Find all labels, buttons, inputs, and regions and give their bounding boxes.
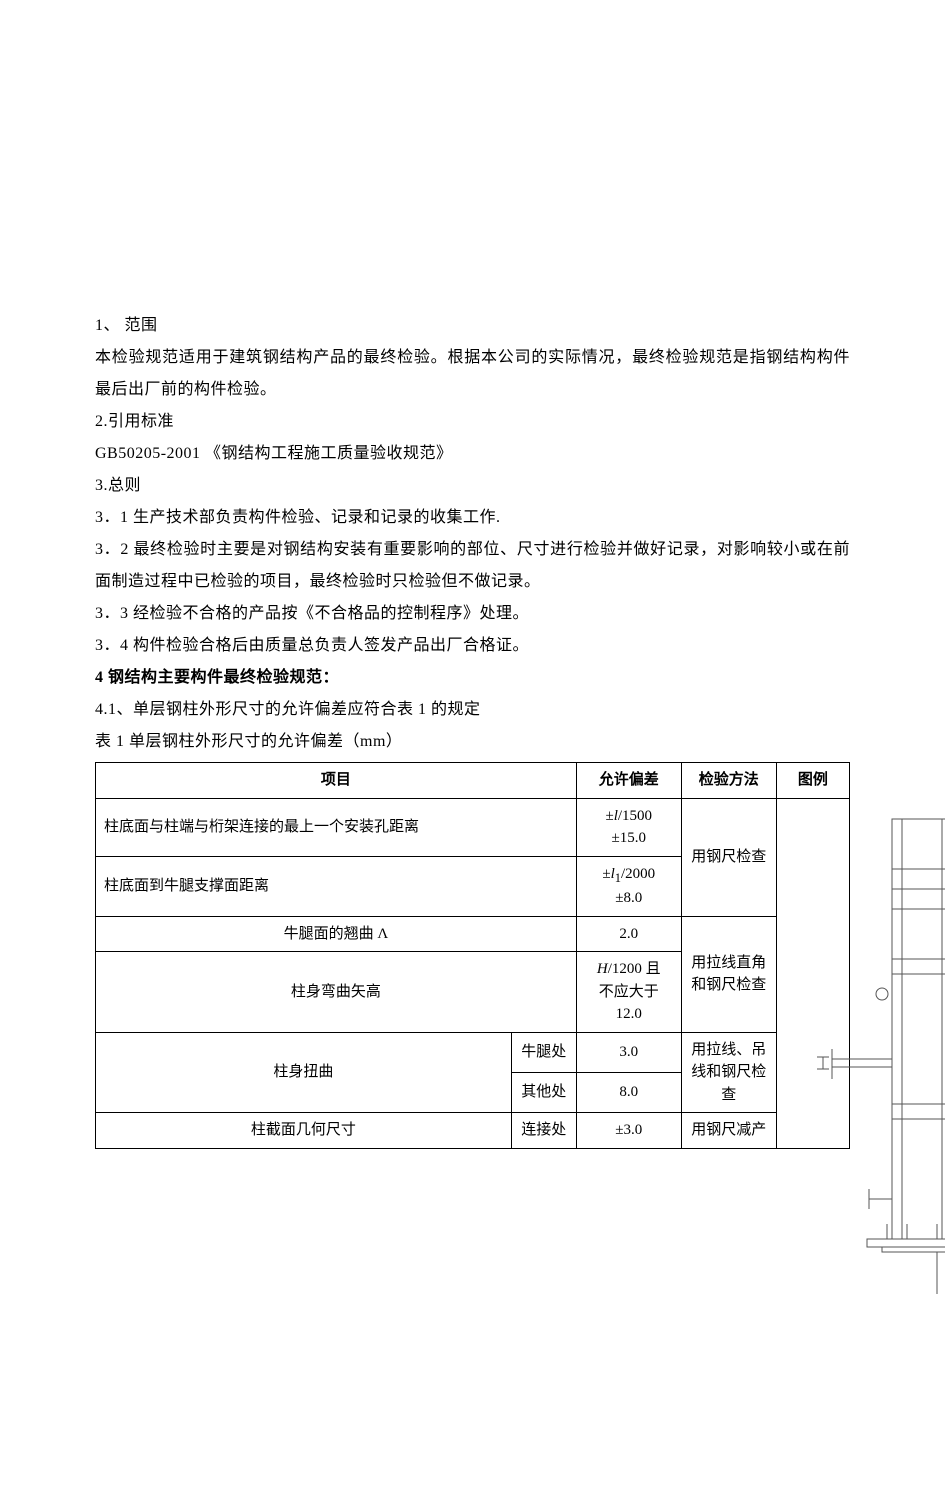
table-caption: 表 1 单层钢柱外形尺寸的允许偏差（mm） [95,726,850,758]
cell-tol-1: ±l/1500±15.0 [576,798,681,856]
cell-tol-5: 3.0 [576,1032,681,1072]
cell-sub-7: 连接处 [511,1113,576,1149]
cell-sub-6: 其他处 [511,1073,576,1113]
section-4-1: 4.1、单层钢柱外形尺寸的允许偏差应符合表 1 的规定 [95,694,850,726]
cell-method-5: 用拉线、吊线和钢尺检查 [681,1032,776,1113]
cell-item-5: 柱身扭曲 [96,1032,512,1113]
cell-item-4: 柱身弯曲矢高 [96,952,577,1033]
section-3-4: 3．4 构件检验合格后由质量总负责人签发产品出厂合格证。 [95,630,850,662]
section-4-title: 4 钢结构主要构件最终检验规范： [95,662,850,694]
cell-tol-4: H/1200 且不应大于12.0 [576,952,681,1033]
cell-tol-6: 8.0 [576,1073,681,1113]
cell-method-1: 用钢尺检查 [681,798,776,916]
section-3-3: 3．3 经检验不合格的产品按《不合格品的控制程序》处理。 [95,598,850,630]
section-2-body: GB50205-2001 《钢结构工程施工质量验收规范》 [95,438,850,470]
section-2-title: 2.引用标准 [95,406,850,438]
th-diagram: 图例 [776,763,849,799]
th-tolerance: 允许偏差 [576,763,681,799]
section-1-title: 1、 范围 [95,310,850,342]
th-method: 检验方法 [681,763,776,799]
section-3-title: 3.总则 [95,470,850,502]
section-3-1: 3．1 生产技术部负责构件检验、记录和记录的收集工作. [95,502,850,534]
cell-sub-5: 牛腿处 [511,1032,576,1072]
cell-tol-2: ±l1/2000±8.0 [576,856,681,916]
cell-item-2: 柱底面到牛腿支撑面距离 [96,856,577,916]
column-diagram-icon [787,809,945,1299]
cell-tol-7: ±3.0 [576,1113,681,1149]
cell-item-1: 柱底面与柱端与桁架连接的最上一个安装孔距离 [96,798,577,856]
cell-method-7: 用钢尺减产 [681,1113,776,1149]
cell-item-3: 牛腿面的翘曲 Λ [96,916,577,952]
cell-tol-3: 2.0 [576,916,681,952]
cell-method-3: 用拉线直角和钢尺检查 [681,916,776,1032]
tolerance-table: 项目 允许偏差 检验方法 图例 柱底面与柱端与桁架连接的最上一个安装孔距离 ±l… [95,762,850,1149]
section-1-body: 本检验规范适用于建筑钢结构产品的最终检验。根据本公司的实际情况，最终检验规范是指… [95,342,850,406]
section-3-2: 3．2 最终检验时主要是对钢结构安装有重要影响的部位、尺寸进行检验并做好记录，对… [95,534,850,598]
cell-diagram [776,798,849,1148]
cell-item-7: 柱截面几何尺寸 [96,1113,512,1149]
th-item: 项目 [96,763,577,799]
